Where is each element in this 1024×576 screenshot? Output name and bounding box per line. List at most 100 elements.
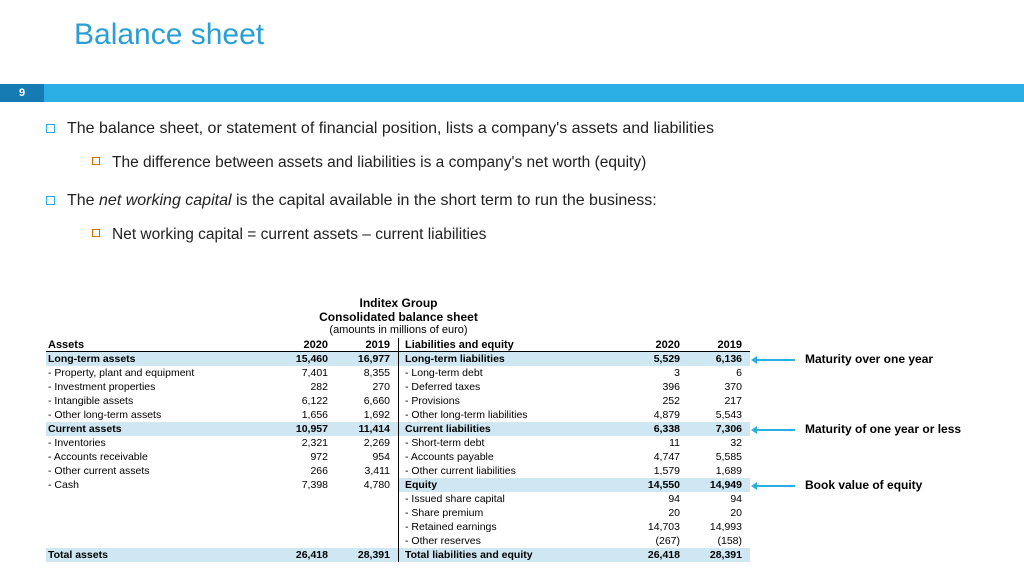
bullet-square-icon: [46, 124, 55, 133]
year-2: 2019: [336, 338, 398, 351]
accent-stripe: [44, 84, 1024, 102]
row-label: - Intangible assets: [46, 394, 274, 408]
table-row: Equity14,55014,949: [399, 478, 750, 492]
table-row: - Other long-term liabilities4,8795,543: [399, 408, 750, 422]
year-2: 2019: [688, 338, 750, 351]
table-row: - Intangible assets6,1226,660: [46, 394, 398, 408]
row-value-1: 94: [626, 492, 688, 506]
row-value-1: 7,398: [274, 478, 336, 492]
table-row: Current liabilities6,3387,306: [399, 422, 750, 436]
bullet-subsquare-icon: [92, 229, 100, 237]
row-value-2: 16,977: [336, 352, 398, 366]
row-value-1: (267): [626, 534, 688, 548]
row-label: - Deferred taxes: [399, 380, 626, 394]
row-value-2: 8,355: [336, 366, 398, 380]
row-value-1: 4,879: [626, 408, 688, 422]
row-label: Equity: [399, 478, 626, 492]
row-value-1: 3: [626, 366, 688, 380]
table-row: - Provisions252217: [399, 394, 750, 408]
row-label: - Long-term debt: [399, 366, 626, 380]
arrow-icon: [757, 429, 795, 431]
table-row: - Issued share capital9494: [399, 492, 750, 506]
bullet-2-post: is the capital available in the short te…: [232, 192, 657, 209]
bullet-subsquare-icon: [92, 157, 100, 165]
bullet-1a: The difference between assets and liabil…: [92, 152, 1004, 174]
table-title: Consolidated balance sheet: [46, 310, 751, 324]
annotation-maturity-one-year-or-less: Maturity of one year or less: [805, 422, 961, 436]
row-label: - Other long-term liabilities: [399, 408, 626, 422]
table-row: - Accounts payable4,7475,585: [399, 450, 750, 464]
table-row: - Share premium2020: [399, 506, 750, 520]
row-value-2: 94: [688, 492, 750, 506]
row-value-2: 1,689: [688, 464, 750, 478]
row-value-2: 1,692: [336, 408, 398, 422]
table-company: Inditex Group: [46, 296, 751, 310]
bullet-2-pre: The: [67, 192, 99, 209]
liabilities-header-row: Liabilities and equity 2020 2019: [399, 338, 750, 352]
bullet-1a-text: The difference between assets and liabil…: [112, 152, 646, 174]
row-label: - Share premium: [399, 506, 626, 520]
bullet-1: The balance sheet, or statement of finan…: [46, 118, 1004, 140]
table-row-empty: [46, 506, 398, 520]
table-row: - Property, plant and equipment7,4018,35…: [46, 366, 398, 380]
row-label: - Other current assets: [46, 464, 274, 478]
assets-header: Assets: [46, 338, 274, 351]
total-liabilities: Total liabilities and equity 26,418 28,3…: [398, 548, 750, 562]
row-value-2: 370: [688, 380, 750, 394]
row-value-2: 4,780: [336, 478, 398, 492]
row-label: Long-term assets: [46, 352, 274, 366]
liabilities-column: Liabilities and equity 2020 2019 Long-te…: [398, 338, 750, 548]
table-row: - Accounts receivable972954: [46, 450, 398, 464]
row-label: - Inventories: [46, 436, 274, 450]
assets-header-row: Assets 2020 2019: [46, 338, 398, 352]
row-label: Current assets: [46, 422, 274, 436]
row-value-2: 7,306: [688, 422, 750, 436]
annotation-maturity-over-one-year: Maturity over one year: [805, 352, 933, 366]
total-assets-v2: 28,391: [336, 548, 398, 562]
row-label: - Provisions: [399, 394, 626, 408]
row-label: - Issued share capital: [399, 492, 626, 506]
row-label: - Retained earnings: [399, 520, 626, 534]
table-row: Current assets10,95711,414: [46, 422, 398, 436]
row-label: - Other long-term assets: [46, 408, 274, 422]
row-value-2: 5,585: [688, 450, 750, 464]
total-liabilities-v1: 26,418: [626, 548, 688, 562]
row-value-2: 11,414: [336, 422, 398, 436]
row-value-1: 6,122: [274, 394, 336, 408]
row-value-1: 252: [626, 394, 688, 408]
row-value-1: 11: [626, 436, 688, 450]
year-1: 2020: [626, 338, 688, 351]
row-value-2: 14,993: [688, 520, 750, 534]
row-label: - Other reserves: [399, 534, 626, 548]
row-label: - Short-term debt: [399, 436, 626, 450]
totals-row: Total assets 26,418 28,391 Total liabili…: [46, 548, 751, 562]
row-value-1: 20: [626, 506, 688, 520]
page-number: 9: [0, 84, 44, 102]
row-value-2: 954: [336, 450, 398, 464]
bullet-square-icon: [46, 196, 55, 205]
year-1: 2020: [274, 338, 336, 351]
table-row: - Other reserves(267)(158): [399, 534, 750, 548]
table-row: - Other current assets2663,411: [46, 464, 398, 478]
bullet-2-text: The net working capital is the capital a…: [67, 190, 657, 212]
row-label: Current liabilities: [399, 422, 626, 436]
annotation-book-value-equity: Book value of equity: [805, 478, 922, 492]
table-pair: Assets 2020 2019 Long-term assets15,4601…: [46, 338, 751, 548]
row-value-2: 217: [688, 394, 750, 408]
row-label: - Property, plant and equipment: [46, 366, 274, 380]
row-value-1: 1,579: [626, 464, 688, 478]
content-area: The balance sheet, or statement of finan…: [46, 118, 1004, 262]
row-value-2: 14,949: [688, 478, 750, 492]
total-liabilities-label: Total liabilities and equity: [399, 548, 626, 562]
row-value-1: 5,529: [626, 352, 688, 366]
row-value-1: 1,656: [274, 408, 336, 422]
table-row: - Investment properties282270: [46, 380, 398, 394]
table-row-empty: [46, 520, 398, 534]
row-label: - Accounts receivable: [46, 450, 274, 464]
row-value-1: 972: [274, 450, 336, 464]
row-value-2: 32: [688, 436, 750, 450]
row-value-1: 396: [626, 380, 688, 394]
bullet-2: The net working capital is the capital a…: [46, 190, 1004, 212]
row-value-1: 15,460: [274, 352, 336, 366]
table-row-empty: [46, 534, 398, 548]
